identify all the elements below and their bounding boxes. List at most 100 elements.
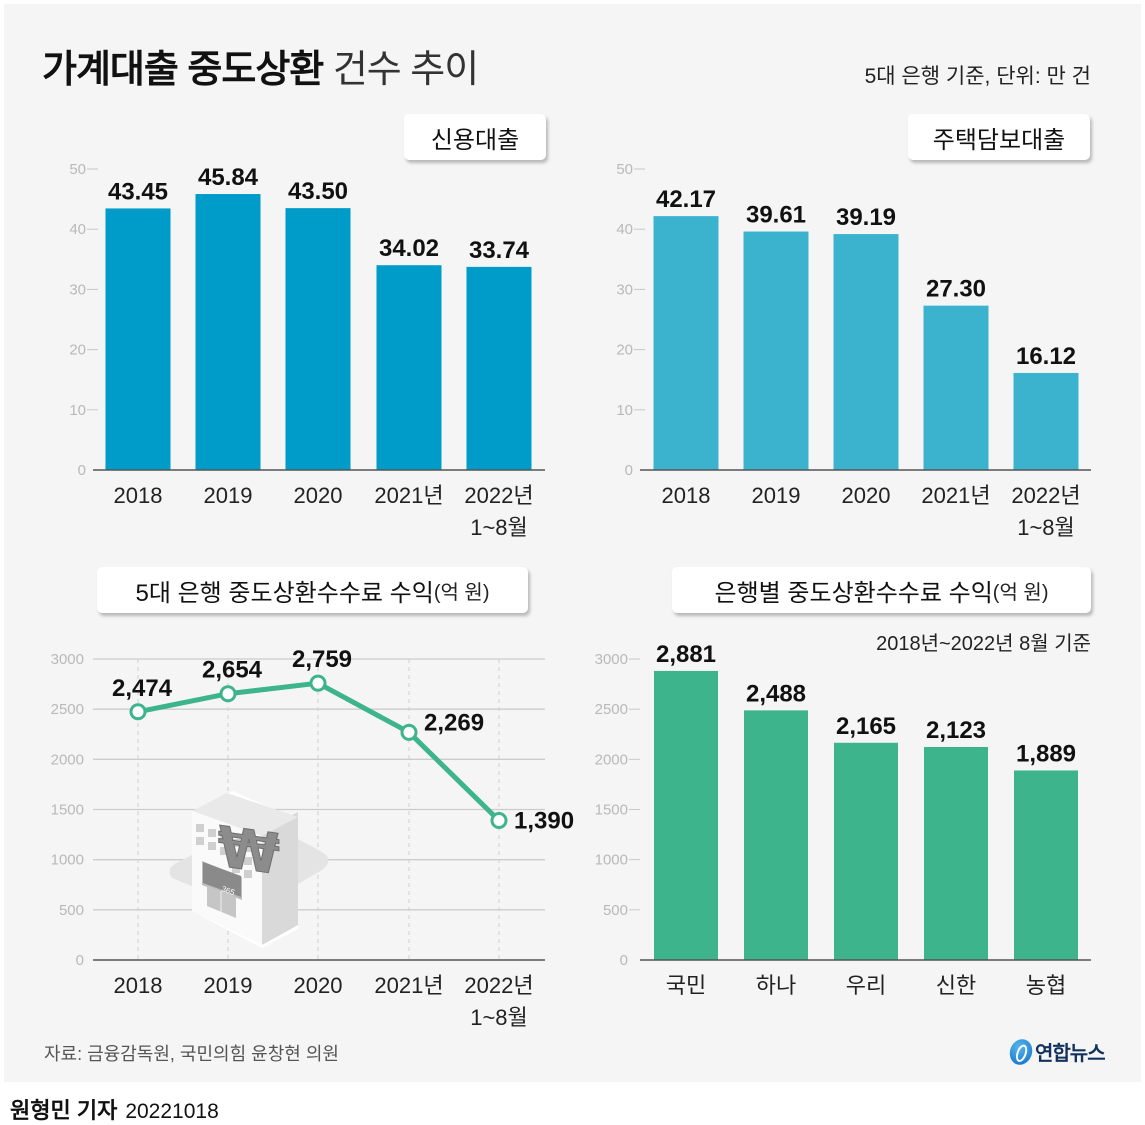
y-tick-label: 3000	[595, 651, 628, 668]
bank-fee-title-text: 은행별 중도상환수수료 수익	[714, 579, 993, 607]
x-tick-label: 2019	[204, 483, 253, 508]
bar	[743, 231, 809, 470]
data-label: 16.12	[1016, 343, 1076, 370]
publish-date: 20221018	[125, 1100, 219, 1123]
x-tick-label: 국민	[666, 973, 706, 998]
byline: 원형민 기자 20221018	[10, 1093, 219, 1125]
y-tick-label: 1000	[51, 852, 84, 869]
x-tick-label: 2020	[294, 483, 343, 508]
data-label: 2,123	[926, 717, 986, 744]
data-label: 2,759	[292, 646, 352, 673]
bar	[195, 194, 261, 470]
bar	[1013, 372, 1079, 470]
y-tick-label: 1500	[595, 802, 628, 819]
won-symbol: ₩	[218, 815, 280, 888]
data-label: 39.61	[746, 202, 806, 229]
bar	[833, 234, 899, 470]
bar	[376, 265, 442, 470]
data-label: 39.19	[836, 204, 896, 231]
bar	[744, 710, 808, 960]
y-tick-label: 20	[616, 342, 633, 359]
bar	[653, 216, 719, 470]
fee-revenue-title-unit: (억 원)	[433, 581, 490, 604]
y-tick-label: 10	[69, 402, 86, 419]
mortgage-loan-title: 주택담보대출	[908, 114, 1090, 160]
y-tick-label: 40	[69, 221, 86, 238]
title-bold: 가계대출 중도상환	[42, 49, 324, 91]
y-tick-label: 10	[616, 402, 633, 419]
y-tick-label: 0	[78, 462, 86, 479]
y-tick-label: 0	[625, 462, 633, 479]
bar	[654, 670, 718, 960]
bar	[466, 266, 532, 470]
y-tick-label: 2000	[51, 751, 84, 768]
y-tick-label: 0	[620, 952, 628, 969]
y-tick-label: 0	[76, 952, 84, 969]
x-tick-label: 2022년	[1011, 483, 1080, 508]
x-tick-label: 2020	[842, 483, 891, 508]
data-point	[129, 703, 147, 721]
y-tick-label: 500	[59, 902, 84, 919]
x-tick-label: 1~8월	[470, 515, 528, 540]
credit-loan-title-text: 신용대출	[430, 126, 520, 154]
x-tick-label: 2018	[114, 483, 163, 508]
y-tick-label: 2500	[51, 701, 84, 718]
data-label: 2,881	[656, 641, 716, 668]
y-tick-label: 3000	[51, 651, 84, 668]
x-tick-label: 1~8월	[470, 1005, 528, 1030]
data-point	[490, 812, 508, 830]
data-label: 2,165	[836, 713, 896, 740]
x-tick-label: 2022년	[464, 483, 533, 508]
data-point	[309, 674, 327, 692]
x-tick-label: 우리	[846, 973, 886, 998]
x-tick-label: 2021년	[374, 483, 443, 508]
data-label: 43.45	[108, 178, 168, 205]
x-tick-label: 2018	[114, 973, 163, 998]
y-tick-label: 1000	[595, 852, 628, 869]
bar	[924, 746, 988, 960]
bank-fee-title: 은행별 중도상환수수료 수익 (억 원)	[672, 567, 1091, 613]
bar	[285, 208, 351, 470]
yonhap-logo-icon	[1006, 1035, 1036, 1068]
x-tick-label: 신한	[936, 973, 976, 998]
mortgage-loan-title-text: 주택담보대출	[932, 126, 1066, 154]
data-point	[219, 685, 237, 703]
logo-text: 연합뉴스	[1035, 1043, 1106, 1065]
bank-fee-subtitle: 2018년~2022년 8월 기준	[876, 633, 1091, 655]
y-tick-label: 50	[69, 161, 86, 178]
data-label: 42.17	[656, 186, 716, 213]
x-tick-label: 2021년	[921, 483, 990, 508]
y-tick-label: 20	[69, 342, 86, 359]
x-tick-label: 2019	[204, 973, 253, 998]
x-tick-label: 2018	[662, 483, 711, 508]
title-light: 건수 추이	[332, 49, 479, 91]
yonhap-logo: 연합뉴스	[1006, 1035, 1106, 1068]
data-label: 1,889	[1016, 740, 1076, 767]
data-label: 2,488	[746, 680, 806, 707]
data-label: 27.30	[926, 276, 986, 303]
fee-revenue-title-text: 5대 은행 중도상환수수료 수익	[135, 579, 434, 607]
data-label: 1,390	[514, 808, 574, 835]
y-tick-label: 30	[616, 281, 633, 298]
data-label: 2,654	[202, 657, 263, 684]
y-tick-label: 1500	[51, 802, 84, 819]
x-tick-label: 농협	[1026, 973, 1066, 998]
credit-loan-title: 신용대출	[404, 114, 546, 160]
page-title: 가계대출 중도상환 건수 추이	[42, 38, 479, 93]
y-tick-label: 30	[69, 281, 86, 298]
bar	[834, 742, 898, 960]
x-tick-label: 하나	[756, 973, 796, 998]
data-point	[400, 723, 418, 741]
data-label: 2,474	[112, 675, 173, 702]
bar	[923, 305, 989, 470]
x-tick-label: 2020	[294, 973, 343, 998]
source-note: 자료: 금융감독원, 국민의힘 윤창현 의원	[44, 1044, 339, 1064]
bar	[1014, 770, 1078, 960]
data-label: 43.50	[288, 178, 348, 205]
x-tick-label: 2021년	[374, 973, 443, 998]
bank-fee-title-unit: (억 원)	[992, 581, 1049, 604]
data-label: 33.74	[469, 237, 530, 264]
